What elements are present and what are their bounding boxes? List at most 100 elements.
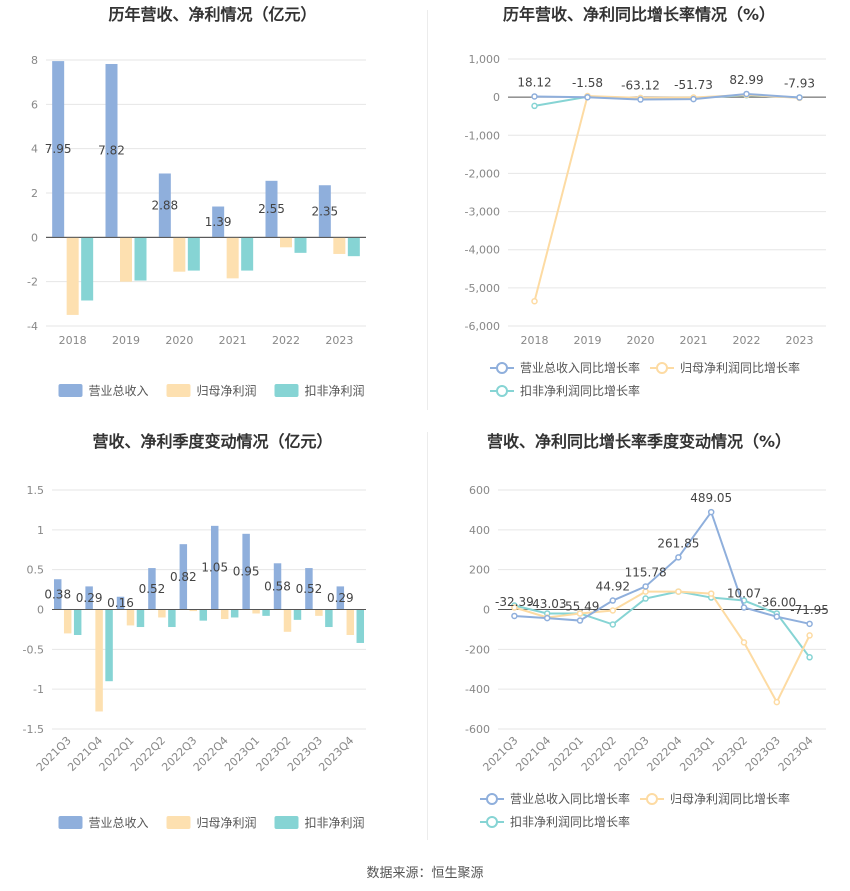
x-tick-label: 2023Q2 [710, 734, 750, 774]
x-tick-label: 2022 [272, 334, 300, 347]
y-tick-label: 1.5 [27, 484, 45, 497]
series-line-net-profit [514, 590, 811, 705]
data-label: 1.39 [205, 215, 232, 229]
x-tick-label: 2023Q4 [776, 734, 816, 774]
data-label: 0.29 [327, 591, 354, 605]
y-tick-label: 1,000 [469, 53, 501, 66]
y-tick-label: 8 [31, 54, 38, 67]
bar-deducted-net-profit [294, 237, 307, 253]
y-tick-label: -200 [465, 643, 490, 656]
x-tick-label: 2018 [521, 334, 549, 347]
bar-revenue [116, 596, 125, 610]
bar-revenue [105, 63, 118, 238]
data-point [740, 604, 748, 611]
data-label: 0.29 [76, 591, 103, 605]
data-point [576, 610, 584, 617]
data-point [609, 607, 617, 614]
data-label: -36.00 [757, 596, 796, 610]
data-label: -7.93 [784, 76, 815, 90]
x-tick-label: 2022Q3 [612, 734, 652, 774]
bar-net-profit [220, 609, 229, 620]
bar-net-profit [189, 609, 198, 612]
data-label: 7.95 [45, 142, 72, 156]
data-point [806, 654, 813, 661]
data-point [531, 297, 538, 305]
data-point [796, 94, 803, 101]
y-tick-label: -400 [465, 683, 490, 696]
y-tick-label: -600 [465, 723, 490, 736]
x-tick-label: 2021 [219, 334, 247, 347]
annual-revenue-profit-bar-chart: 历年营收、净利情况（亿元） 8 6 4 2 0 -2 -4 2018 2019 2020 2021 20… [27, 5, 366, 398]
y-tick-label: 1 [37, 524, 44, 537]
y-tick-label: 4 [31, 143, 38, 156]
y-tick-label: 200 [469, 564, 490, 577]
x-tick-label: 2018 [59, 334, 87, 347]
quarterly-revenue-profit-bar-chart: 营收、净利季度变动情况（亿元）1.510.50-0.5-1-1.52021Q32… [23, 432, 366, 830]
chart-title: 营收、净利季度变动情况（亿元） [92, 432, 332, 451]
bar-deducted-net-profit [105, 609, 113, 682]
x-tick-label: 2021 [680, 334, 708, 347]
data-point [707, 508, 715, 516]
y-tick-label: 400 [469, 524, 490, 537]
data-source-footer: 数据来源：恒生聚源 [366, 866, 484, 881]
data-label: 0.52 [139, 582, 166, 596]
x-tick-label: 2022Q1 [546, 734, 586, 774]
y-tick-label: 6 [31, 98, 38, 111]
data-label: -43.03 [528, 597, 567, 611]
data-point [642, 583, 649, 590]
bar-net-profit [346, 609, 355, 635]
bar-revenue [265, 180, 278, 238]
data-point [675, 554, 682, 561]
panel-divider-bottom [427, 432, 428, 840]
bar-deducted-net-profit [168, 609, 176, 628]
x-tick-label: 2019 [574, 334, 602, 347]
legend-label: 归母净利润同比增长率 [670, 791, 790, 806]
x-tick-label: 2022Q2 [579, 734, 619, 774]
chart-title: 营收、净利同比增长率季度变动情况（%） [487, 432, 791, 451]
legend-marker [656, 362, 668, 374]
series-line-revenue [514, 509, 810, 625]
bar-revenue [53, 579, 62, 610]
bar-revenue [158, 173, 171, 238]
x-tick-label: 2022 [733, 334, 761, 347]
data-point [576, 617, 584, 624]
legend-label: 扣非净利润 [305, 384, 365, 398]
x-tick-label: 2021Q3 [480, 734, 520, 774]
data-point [675, 588, 682, 595]
y-tick-label: 0 [493, 91, 500, 104]
bar-revenue [179, 544, 188, 610]
data-point [543, 614, 551, 622]
legend-marker [486, 793, 498, 805]
y-tick-label: -6,000 [465, 320, 500, 333]
data-label: 261.85 [657, 536, 699, 550]
bar-net-profit [226, 237, 239, 279]
data-label: 82.99 [729, 73, 763, 87]
legend-swatch [58, 816, 83, 829]
y-tick-label: -1.5 [23, 723, 44, 736]
data-point [609, 597, 617, 604]
quarterly-growth-rate-line-chart: 营收、净利同比增长率季度变动情况（%） 600 400 200 0 -200 -400 -60… [465, 432, 829, 829]
data-label: 489.05 [690, 491, 732, 505]
data-label: 44.92 [596, 580, 630, 594]
y-tick-label: -1,000 [465, 129, 500, 142]
data-point [511, 604, 518, 611]
bar-net-profit [315, 609, 323, 616]
data-point [806, 632, 813, 639]
data-label: 0.95 [233, 565, 260, 579]
bar-revenue [85, 586, 93, 610]
y-tick-label: 0 [31, 231, 38, 244]
data-point [690, 95, 697, 103]
legend-label: 扣非净利润同比增长率 [510, 814, 630, 829]
y-tick-label: 2 [31, 187, 38, 200]
bar-revenue [318, 185, 331, 238]
data-label: 0.82 [170, 570, 197, 584]
x-tick-label: 2023 [786, 334, 814, 347]
legend-label: 归母净利润 [197, 816, 257, 830]
data-point [642, 588, 649, 595]
bar-revenue [52, 61, 65, 238]
data-point [531, 102, 538, 110]
data-point [707, 590, 715, 597]
series-line-net-profit [533, 93, 800, 302]
data-point [743, 90, 750, 98]
data-label: 2.35 [311, 204, 338, 218]
